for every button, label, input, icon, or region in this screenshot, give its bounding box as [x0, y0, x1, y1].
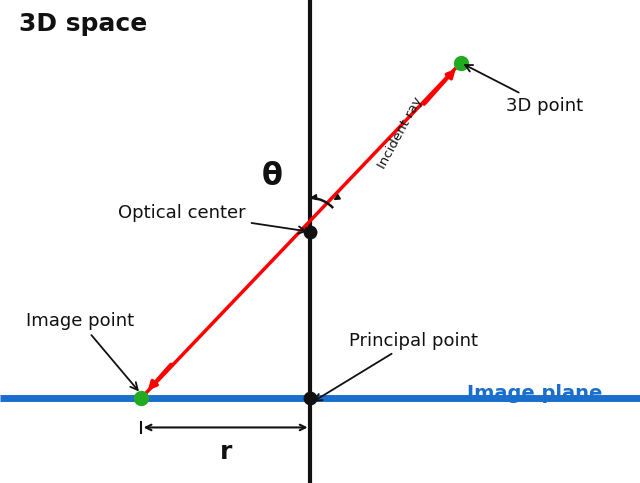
Text: θ: θ: [262, 162, 282, 191]
Text: r: r: [220, 440, 232, 464]
Text: Optical center: Optical center: [118, 203, 306, 234]
Text: Principal point: Principal point: [314, 331, 478, 401]
Text: Image point: Image point: [26, 312, 138, 390]
Text: Image plane: Image plane: [467, 384, 603, 403]
Text: Incident ray: Incident ray: [376, 95, 425, 171]
Text: 3D point: 3D point: [465, 65, 583, 114]
Text: 3D space: 3D space: [19, 12, 147, 36]
